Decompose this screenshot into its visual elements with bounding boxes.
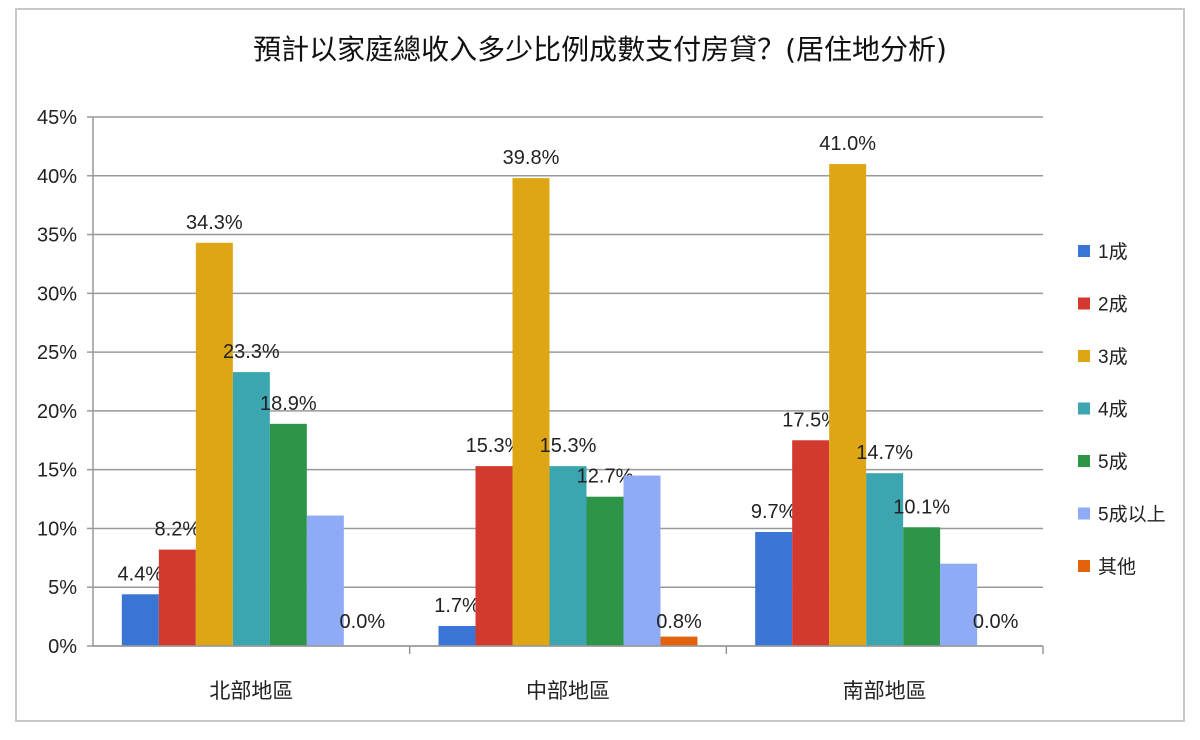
y-tick-label: 45% — [37, 107, 77, 129]
legend-swatch — [1078, 507, 1090, 520]
bar — [940, 563, 978, 646]
data-label: 0.0% — [340, 611, 386, 633]
legend-label: 5成 — [1098, 451, 1128, 473]
bar — [829, 164, 867, 646]
legend-swatch — [1078, 402, 1090, 415]
chart-frame — [15, 8, 1185, 722]
legend-label: 3成 — [1098, 346, 1128, 368]
y-tick-label: 5% — [48, 577, 77, 599]
y-tick-label: 10% — [37, 518, 77, 540]
bar — [586, 496, 624, 646]
data-label: 8.2% — [155, 519, 201, 541]
bar — [306, 515, 344, 646]
bar — [866, 473, 904, 646]
bar — [903, 527, 941, 646]
data-label: 10.1% — [893, 496, 950, 518]
y-tick-label: 35% — [37, 225, 77, 247]
bar — [755, 531, 793, 646]
legend-swatch — [1078, 350, 1090, 362]
legend-label: 2成 — [1098, 294, 1128, 316]
data-label: 4.4% — [118, 563, 164, 585]
data-label: 34.3% — [186, 212, 243, 234]
y-tick-label: 30% — [37, 283, 77, 305]
y-tick-label: 20% — [37, 401, 77, 423]
data-label: 23.3% — [223, 341, 280, 363]
data-label: 18.9% — [260, 393, 317, 415]
legend-label: 其他 — [1098, 556, 1136, 578]
legend-swatch — [1078, 455, 1090, 467]
x-tick-label: 中部地區 — [526, 680, 610, 703]
data-label: 1.7% — [434, 595, 480, 617]
legend-label: 1成 — [1098, 241, 1128, 263]
data-label: 14.7% — [856, 442, 913, 464]
x-tick-label: 南部地區 — [843, 680, 927, 703]
legend-label: 5成以上 — [1098, 504, 1166, 526]
bar — [549, 466, 587, 646]
chart-title: 預計以家庭總收入多少比例成數支付房貸？(居住地分析) — [253, 33, 947, 66]
legend-swatch — [1078, 297, 1090, 310]
y-tick-label: 40% — [37, 166, 77, 188]
bar — [660, 636, 698, 646]
data-label: 9.7% — [751, 501, 797, 523]
y-tick-label: 0% — [48, 636, 77, 658]
data-label: 17.5% — [782, 409, 839, 431]
y-tick-label: 25% — [37, 342, 77, 364]
bar — [232, 372, 270, 646]
bar — [475, 466, 513, 646]
bar — [121, 594, 159, 646]
bar — [158, 549, 196, 646]
y-tick-label: 15% — [37, 460, 77, 482]
data-label: 0.0% — [973, 611, 1019, 633]
data-label: 0.8% — [656, 611, 702, 633]
data-label: 15.3% — [466, 435, 523, 457]
bar — [792, 440, 830, 646]
legend-label: 4成 — [1098, 399, 1128, 421]
legend-swatch — [1078, 245, 1090, 257]
legend-swatch — [1078, 560, 1090, 572]
x-tick-label: 北部地區 — [209, 680, 293, 703]
data-label: 39.8% — [503, 147, 560, 169]
bar — [512, 178, 550, 646]
bar — [438, 626, 476, 646]
bar — [195, 242, 233, 647]
bar — [269, 423, 307, 646]
data-label: 41.0% — [819, 133, 876, 155]
data-label: 12.7% — [577, 466, 634, 488]
bar — [623, 475, 661, 646]
data-label: 15.3% — [540, 435, 597, 457]
